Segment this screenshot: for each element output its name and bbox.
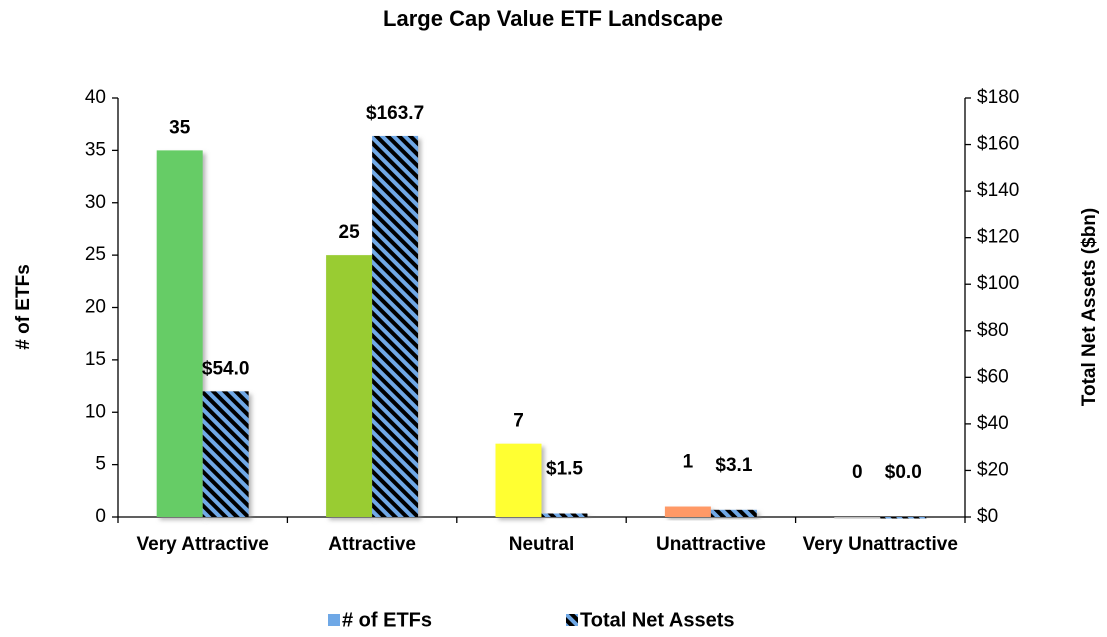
y-tick-label: 20 — [85, 297, 106, 318]
y2-tick-label: $180 — [977, 87, 1019, 108]
legend-label: # of ETFs — [342, 609, 432, 631]
legend-swatch — [328, 614, 340, 626]
legend-swatch — [566, 614, 578, 626]
chart-title: Large Cap Value ETF Landscape — [383, 6, 723, 31]
x-tick-label: Unattractive — [656, 534, 766, 555]
x-tick-label: Attractive — [328, 534, 416, 555]
bar — [202, 391, 249, 517]
y-tick-label: 25 — [85, 244, 106, 265]
bar — [495, 443, 542, 517]
data-label: $0.0 — [885, 462, 922, 483]
y-tick-label: 10 — [85, 401, 106, 422]
data-label: 0 — [852, 462, 863, 483]
x-tick-label: Neutral — [509, 534, 574, 555]
y2-tick-label: $140 — [977, 180, 1019, 201]
y-tick-label: 30 — [85, 192, 106, 213]
y2-tick-label: $0 — [977, 506, 998, 527]
bar — [880, 517, 927, 519]
y2-tick-label: $120 — [977, 227, 1019, 248]
bar — [834, 517, 881, 519]
bar — [710, 509, 757, 517]
bar — [664, 506, 711, 517]
bar — [156, 150, 203, 517]
x-tick-label: Very Unattractive — [803, 534, 958, 555]
y2-tick-label: $160 — [977, 134, 1019, 155]
x-tick-label: Very Attractive — [137, 534, 269, 555]
data-label: $3.1 — [715, 455, 752, 476]
y2-tick-label: $40 — [977, 413, 1009, 434]
y-tick-label: 15 — [85, 349, 106, 370]
y-tick-label: 5 — [95, 454, 106, 475]
y-axis-title: # of ETFs — [13, 264, 34, 350]
bar — [326, 255, 373, 517]
data-label: 25 — [339, 222, 361, 243]
legend-label: Total Net Assets — [580, 609, 734, 631]
data-label: 35 — [169, 117, 191, 138]
y-tick-label: 0 — [95, 506, 106, 527]
y-tick-label: 35 — [85, 139, 106, 160]
data-label: $163.7 — [366, 103, 424, 124]
bar — [541, 513, 588, 517]
y2-tick-label: $60 — [977, 366, 1009, 387]
data-label: $54.0 — [202, 358, 250, 379]
data-label: 1 — [683, 452, 694, 473]
y2-tick-label: $80 — [977, 320, 1009, 341]
y2-tick-label: $20 — [977, 459, 1009, 480]
y-tick-label: 40 — [85, 87, 106, 108]
y2-axis-title: Total Net Assets ($bn) — [1079, 208, 1100, 406]
data-label: $1.5 — [546, 459, 583, 480]
data-label: 7 — [513, 411, 524, 432]
y2-tick-label: $100 — [977, 273, 1019, 294]
bar — [372, 135, 419, 517]
